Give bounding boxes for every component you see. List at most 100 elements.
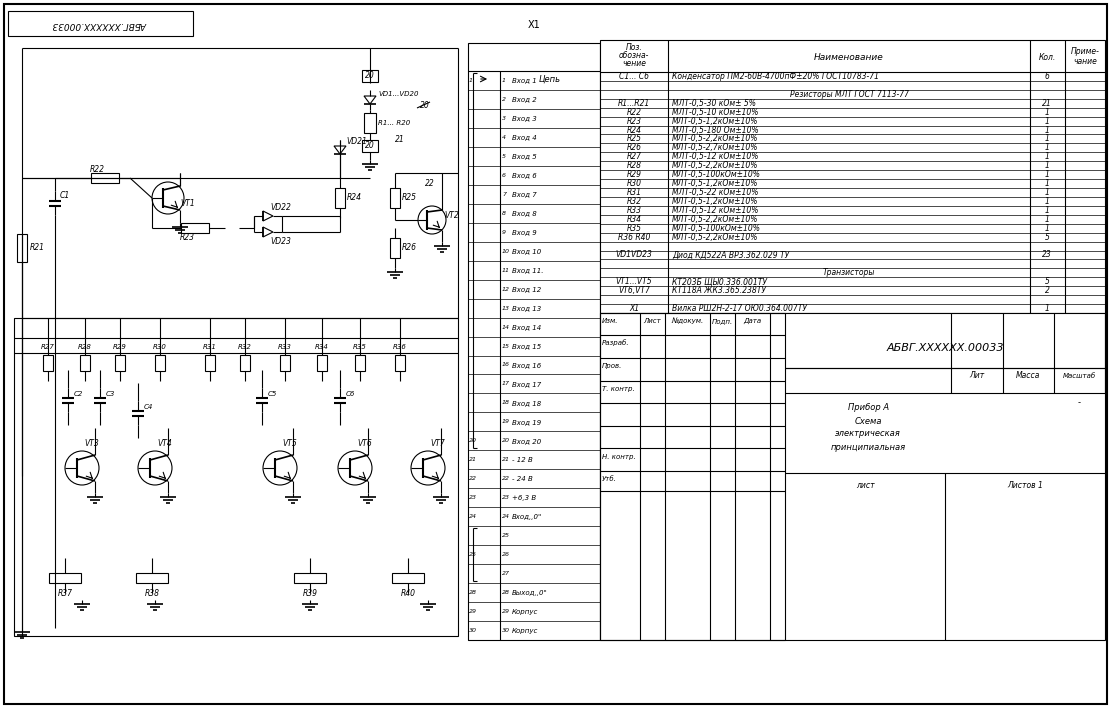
- Bar: [317, 355, 327, 371]
- Bar: [136, 573, 168, 583]
- Text: VT6,VT7: VT6,VT7: [618, 286, 650, 295]
- Text: 21: 21: [1042, 98, 1052, 108]
- Text: 1: 1: [469, 78, 473, 83]
- Text: МЛТ-0,5-2,2кОм±10%: МЛТ-0,5-2,2кОм±10%: [672, 161, 759, 170]
- Text: Приме-: Приме-: [1071, 47, 1100, 57]
- Text: R22: R22: [90, 164, 104, 173]
- Text: Вход 19: Вход 19: [512, 419, 541, 425]
- Text: Прибор А: Прибор А: [848, 404, 889, 413]
- Text: VT4: VT4: [158, 440, 172, 448]
- Text: R39: R39: [302, 588, 318, 598]
- Text: C1... C6: C1... C6: [619, 72, 649, 81]
- Text: Вход 17: Вход 17: [512, 381, 541, 387]
- Text: МЛТ-0,5-30 кОм± 5%: МЛТ-0,5-30 кОм± 5%: [672, 98, 755, 108]
- Text: Вход 18: Вход 18: [512, 400, 541, 406]
- Text: 1: 1: [502, 78, 506, 83]
- Text: 1: 1: [1044, 197, 1050, 206]
- Text: Н. контр.: Н. контр.: [602, 454, 635, 460]
- Text: R29: R29: [627, 170, 641, 179]
- Text: R25: R25: [627, 135, 641, 144]
- Text: 17: 17: [502, 382, 510, 387]
- Text: Вход 6: Вход 6: [512, 172, 537, 178]
- Text: 20: 20: [502, 438, 510, 443]
- Text: Вход 16: Вход 16: [512, 362, 541, 368]
- Text: 23: 23: [1042, 251, 1052, 259]
- Text: +6,3 В: +6,3 В: [512, 495, 537, 501]
- Text: 1: 1: [1044, 135, 1050, 144]
- Text: Вход 2: Вход 2: [512, 96, 537, 103]
- Text: VD1...VD20: VD1...VD20: [378, 91, 419, 97]
- Text: 28: 28: [502, 590, 510, 595]
- Bar: [392, 573, 424, 583]
- Text: Т. контр.: Т. контр.: [602, 386, 634, 392]
- Text: Схема: Схема: [854, 416, 882, 426]
- Text: Вход 5: Вход 5: [512, 154, 537, 159]
- Text: 20: 20: [420, 101, 430, 110]
- Text: МЛТ-0,5-10 кОм±10%: МЛТ-0,5-10 кОм±10%: [672, 108, 759, 117]
- Text: Наименование: Наименование: [814, 54, 884, 62]
- Text: 18: 18: [502, 401, 510, 406]
- Text: R30: R30: [153, 344, 167, 350]
- Text: 1: 1: [1044, 152, 1050, 161]
- Text: R35: R35: [627, 224, 641, 233]
- Text: 1: 1: [1044, 125, 1050, 135]
- Text: Вход 1: Вход 1: [512, 77, 537, 84]
- Text: Вход 3: Вход 3: [512, 115, 537, 121]
- Text: Пров.: Пров.: [602, 363, 622, 369]
- Text: Резисторы МЛТ ГОСТ 7113-77: Резисторы МЛТ ГОСТ 7113-77: [790, 90, 909, 99]
- Text: - 24 В: - 24 В: [512, 476, 533, 481]
- Bar: [14, 318, 458, 636]
- Text: МЛТ-0,5-1,2кОм±10%: МЛТ-0,5-1,2кОм±10%: [672, 197, 759, 206]
- Text: 11: 11: [502, 268, 510, 273]
- Text: R35: R35: [353, 344, 367, 350]
- Text: R25: R25: [402, 193, 417, 202]
- Text: обозна-: обозна-: [619, 52, 649, 60]
- Text: 29: 29: [502, 609, 510, 614]
- Text: - 12 В: - 12 В: [512, 457, 533, 463]
- Text: R31: R31: [203, 344, 217, 350]
- Text: МЛТ-0,5-180 Ом±10%: МЛТ-0,5-180 Ом±10%: [672, 125, 759, 135]
- Text: Вход 11.: Вход 11.: [512, 267, 543, 273]
- Bar: [396, 355, 406, 371]
- Text: C2: C2: [74, 391, 83, 397]
- Text: 1: 1: [1044, 161, 1050, 170]
- Text: 30: 30: [502, 628, 510, 633]
- Text: Масса: Масса: [1017, 372, 1040, 380]
- Text: МЛТ-0,5-100кОм±10%: МЛТ-0,5-100кОм±10%: [672, 224, 761, 233]
- Bar: [156, 355, 166, 371]
- Text: R29: R29: [113, 344, 127, 350]
- Text: 29: 29: [469, 609, 477, 614]
- Text: R32: R32: [627, 197, 641, 206]
- Text: R36: R36: [393, 344, 407, 350]
- Text: C1: C1: [60, 190, 70, 200]
- Bar: [600, 313, 1105, 640]
- Bar: [600, 40, 1105, 313]
- Text: R37: R37: [58, 588, 72, 598]
- Text: Разраб.: Разраб.: [602, 340, 630, 346]
- Text: МЛТ-0,5-12 кОм±10%: МЛТ-0,5-12 кОм±10%: [672, 206, 759, 215]
- Text: 19: 19: [502, 419, 510, 424]
- Text: Утб.: Утб.: [602, 476, 617, 482]
- Text: 22: 22: [502, 476, 510, 481]
- Bar: [468, 43, 600, 640]
- Text: принципиальная: принципиальная: [831, 442, 905, 452]
- Text: R34: R34: [627, 215, 641, 224]
- Text: R24: R24: [347, 193, 362, 202]
- Text: МЛТ-0,5-2,7кОм±10%: МЛТ-0,5-2,7кОм±10%: [672, 144, 759, 152]
- Text: Вход,,0": Вход,,0": [512, 514, 542, 520]
- Text: АБВГ.XXXXXX.00033: АБВГ.XXXXXX.00033: [52, 20, 148, 28]
- Bar: [206, 355, 216, 371]
- Text: Лист: Лист: [643, 318, 661, 324]
- Text: VT1...VT5: VT1...VT5: [615, 278, 652, 286]
- Text: Кол.: Кол.: [1039, 54, 1055, 62]
- Text: 4: 4: [502, 135, 506, 140]
- Text: МЛТ-0,5-2,2кОм±10%: МЛТ-0,5-2,2кОм±10%: [672, 233, 759, 241]
- Text: КТ203Б ЩЫ0.336.001ТУ: КТ203Б ЩЫ0.336.001ТУ: [672, 278, 767, 286]
- Text: 1: 1: [1044, 215, 1050, 224]
- Text: VT5: VT5: [282, 440, 298, 448]
- Text: -: -: [1078, 399, 1081, 408]
- Text: Масштаб: Масштаб: [1063, 373, 1097, 379]
- Text: R21: R21: [30, 244, 46, 253]
- Bar: [390, 188, 400, 208]
- Text: 20: 20: [366, 142, 374, 151]
